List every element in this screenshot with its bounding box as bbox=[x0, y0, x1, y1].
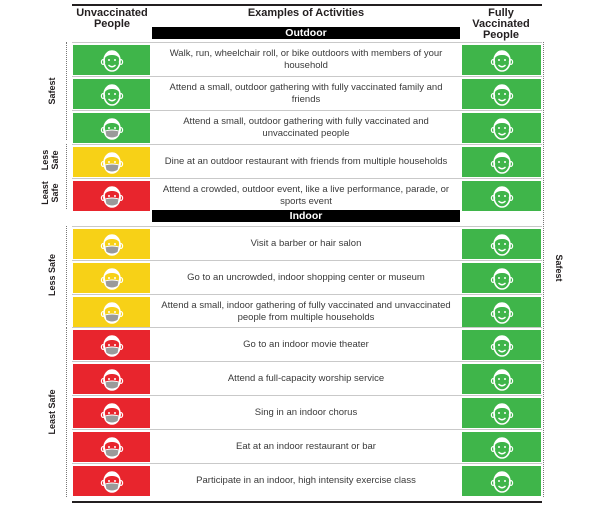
activity-row: Attend a full-capacity worship service bbox=[72, 361, 542, 396]
vaccinated-risk-cell bbox=[462, 181, 541, 211]
activity-description: Participate in an indoor, high intensity… bbox=[196, 474, 416, 486]
activity-row: Walk, run, wheelchair roll, or bike outd… bbox=[72, 42, 542, 77]
activity-description: Attend a small, indoor gathering of full… bbox=[161, 299, 451, 324]
section-outdoor: Outdoor bbox=[152, 27, 460, 39]
activity-description: Sing in an indoor chorus bbox=[254, 406, 358, 418]
unmasked-face-icon bbox=[490, 84, 513, 106]
masked-face-icon bbox=[100, 403, 123, 425]
unvaccinated-risk-cell bbox=[73, 466, 150, 496]
unmasked-face-icon bbox=[490, 471, 513, 493]
bracket-right-safest bbox=[543, 42, 544, 497]
activity-description: Walk, run, wheelchair roll, or bike outd… bbox=[169, 47, 443, 72]
activity-row: Visit a barber or hair salon bbox=[72, 226, 542, 261]
unmasked-face-icon bbox=[490, 186, 513, 208]
masked-face-icon bbox=[100, 186, 123, 208]
bracket-least-safe-outdoor bbox=[66, 178, 67, 209]
unvaccinated-risk-cell bbox=[73, 364, 150, 394]
vaccinated-risk-cell bbox=[462, 147, 541, 177]
unmasked-face-icon bbox=[490, 152, 513, 174]
unmasked-face-icon bbox=[100, 50, 123, 72]
bracket-least-safe-indoor bbox=[66, 327, 67, 497]
unmasked-face-icon bbox=[490, 50, 513, 72]
unvaccinated-risk-cell bbox=[73, 45, 150, 75]
vaccinated-risk-cell bbox=[462, 432, 541, 462]
unvaccinated-risk-cell bbox=[73, 330, 150, 360]
unvaccinated-risk-cell bbox=[73, 229, 150, 259]
activity-row: Attend a small, outdoor gathering with f… bbox=[72, 76, 542, 111]
activity-row: Sing in an indoor chorus bbox=[72, 395, 542, 430]
unmasked-face-icon bbox=[490, 335, 513, 357]
vaccinated-risk-cell bbox=[462, 229, 541, 259]
unvaccinated-risk-cell bbox=[73, 398, 150, 428]
activity-row: Go to an indoor movie theater bbox=[72, 327, 542, 362]
vaccinated-risk-cell bbox=[462, 113, 541, 143]
activity-description: Eat at an indoor restaurant or bar bbox=[236, 440, 376, 452]
label-less-safe-indoor: Less Safe bbox=[47, 253, 57, 297]
unmasked-face-icon bbox=[100, 84, 123, 106]
activity-row: Participate in an indoor, high intensity… bbox=[72, 463, 542, 498]
activity-row: Eat at an indoor restaurant or bar bbox=[72, 429, 542, 464]
bracket-less-safe-indoor bbox=[66, 226, 67, 325]
unvaccinated-risk-cell bbox=[73, 263, 150, 293]
unvaccinated-risk-cell bbox=[73, 79, 150, 109]
vaccinated-risk-cell bbox=[462, 398, 541, 428]
activity-description: Attend a crowded, outdoor event, like a … bbox=[162, 183, 450, 208]
label-least-safe-indoor: Least Safe bbox=[47, 389, 57, 435]
unvaccinated-risk-cell bbox=[73, 113, 150, 143]
bracket-less-safe-outdoor bbox=[66, 144, 67, 177]
label-less-safe-outdoor: Less Safe bbox=[40, 149, 60, 171]
activity-description: Go to an indoor movie theater bbox=[243, 338, 369, 350]
unmasked-face-icon bbox=[490, 369, 513, 391]
activity-row: Attend a small, outdoor gathering with f… bbox=[72, 110, 542, 145]
activity-description: Dine at an outdoor restaurant with frien… bbox=[164, 155, 448, 167]
masked-face-icon bbox=[100, 268, 123, 290]
unmasked-face-icon bbox=[490, 302, 513, 324]
masked-face-icon bbox=[100, 152, 123, 174]
unmasked-face-icon bbox=[490, 234, 513, 256]
vaccinated-risk-cell bbox=[462, 364, 541, 394]
top-rule bbox=[72, 4, 542, 6]
activity-description: Attend a full-capacity worship service bbox=[227, 372, 385, 384]
unmasked-face-icon bbox=[490, 403, 513, 425]
vaccinated-risk-cell bbox=[462, 330, 541, 360]
activity-row: Go to an uncrowded, indoor shopping cent… bbox=[72, 260, 542, 295]
unmasked-face-icon bbox=[490, 118, 513, 140]
vaccinated-risk-cell bbox=[462, 297, 541, 327]
masked-face-icon bbox=[100, 302, 123, 324]
label-right-safest: Safest bbox=[554, 254, 564, 282]
activity-description: Attend a small, outdoor gathering with f… bbox=[169, 81, 443, 106]
bracket-safest bbox=[66, 42, 67, 140]
section-indoor: Indoor bbox=[152, 210, 460, 222]
bottom-rule bbox=[72, 501, 542, 503]
masked-face-icon bbox=[100, 437, 123, 459]
activity-row: Dine at an outdoor restaurant with frien… bbox=[72, 144, 542, 179]
unvaccinated-risk-cell bbox=[73, 181, 150, 211]
unvaccinated-risk-cell bbox=[73, 297, 150, 327]
activity-description: Visit a barber or hair salon bbox=[250, 237, 362, 249]
activity-description: Attend a small, outdoor gathering with f… bbox=[183, 115, 429, 140]
masked-face-icon bbox=[100, 471, 123, 493]
vaccinated-risk-cell bbox=[462, 45, 541, 75]
vaccinated-risk-cell bbox=[462, 79, 541, 109]
masked-face-icon bbox=[100, 369, 123, 391]
unmasked-face-icon bbox=[490, 268, 513, 290]
masked-face-icon bbox=[100, 234, 123, 256]
header-vaccinated: Fully Vaccinated People bbox=[472, 7, 530, 41]
label-least-safe-outdoor: Least Safe bbox=[40, 181, 60, 205]
unvaccinated-risk-cell bbox=[73, 432, 150, 462]
vaccinated-risk-cell bbox=[462, 466, 541, 496]
header-activities: Examples of Activities bbox=[247, 7, 365, 19]
label-safest: Safest bbox=[47, 77, 57, 105]
vaccinated-risk-cell bbox=[462, 263, 541, 293]
activity-row: Attend a small, indoor gathering of full… bbox=[72, 294, 542, 329]
masked-face-icon bbox=[100, 335, 123, 357]
activity-description: Go to an uncrowded, indoor shopping cent… bbox=[187, 271, 425, 283]
activity-row: Attend a crowded, outdoor event, like a … bbox=[72, 178, 542, 213]
unmasked-face-icon bbox=[490, 437, 513, 459]
header-unvaccinated: Unvaccinated People bbox=[76, 7, 148, 30]
masked-face-icon bbox=[100, 118, 123, 140]
unvaccinated-risk-cell bbox=[73, 147, 150, 177]
